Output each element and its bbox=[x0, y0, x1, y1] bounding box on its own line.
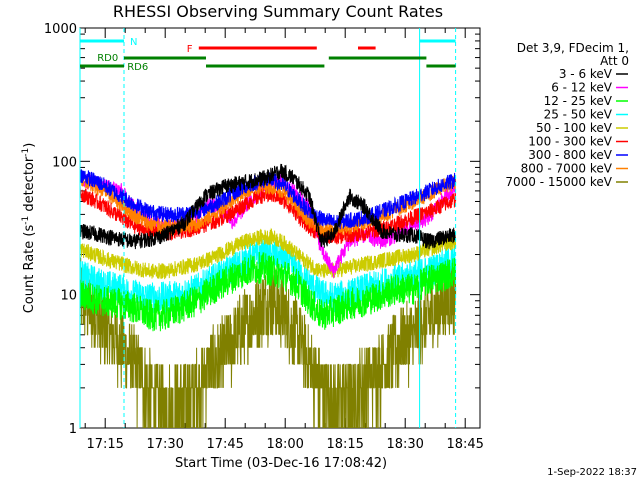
x-tick-label: 18:30 bbox=[386, 437, 423, 452]
legend-entry-label: 3 - 6 keV bbox=[559, 67, 613, 81]
x-tick-label: 18:15 bbox=[326, 437, 363, 452]
y-axis-label-mid: detector bbox=[22, 156, 37, 216]
series-line-4 bbox=[80, 227, 457, 280]
y-axis-label-end: ) bbox=[22, 143, 37, 148]
x-tick-label: 18:45 bbox=[446, 437, 483, 452]
legend-entry-label: 800 - 7000 keV bbox=[521, 162, 613, 176]
legend-entry-label: 300 - 800 keV bbox=[528, 148, 612, 162]
legend-entry-label: 100 - 300 keV bbox=[528, 135, 612, 149]
rd0-annotation-label: RD0 bbox=[97, 53, 118, 64]
y-tick-label: 10 bbox=[60, 289, 77, 304]
legend-header-line2: Att 0 bbox=[600, 54, 629, 68]
series-line-5 bbox=[80, 185, 457, 245]
timestamp: 1-Sep-2022 18:37 bbox=[547, 467, 637, 478]
series-line-0 bbox=[80, 163, 457, 250]
y-axis-label: Count Rate (s-1 detector-1) bbox=[21, 143, 37, 314]
x-tick-label: 17:30 bbox=[146, 437, 183, 452]
y-tick-label: 100 bbox=[52, 155, 77, 170]
y-tick-label: 1 bbox=[69, 422, 77, 437]
series-line-2 bbox=[80, 251, 457, 332]
series-line-8 bbox=[80, 257, 457, 428]
x-tick-label: 17:15 bbox=[86, 437, 123, 452]
plot-area: 1 10 100 1000 17:15 17:30 17:45 18:00 18:15 18:30… bbox=[44, 22, 484, 452]
x-tick-label: 18:00 bbox=[266, 437, 303, 452]
night-annotation-label: N bbox=[130, 37, 137, 48]
y-axis-label-sup2: -1 bbox=[21, 148, 31, 157]
x-tick-label: 17:45 bbox=[206, 437, 243, 452]
y-axis-label-main: Count Rate (s bbox=[22, 225, 37, 314]
legend-entry-label: 6 - 12 keV bbox=[551, 81, 613, 95]
chart-title: RHESSI Observing Summary Count Rates bbox=[113, 2, 443, 21]
rd6-annotation-label: RD6 bbox=[127, 62, 148, 73]
legend-entry-label: 12 - 25 keV bbox=[544, 94, 613, 108]
legend-entry-label: 25 - 50 keV bbox=[544, 108, 613, 122]
legend-entry-label: 50 - 100 keV bbox=[536, 121, 613, 135]
y-tick-label: 1000 bbox=[44, 22, 77, 37]
legend-entry-label: 7000 - 15000 keV bbox=[505, 175, 612, 189]
legend-header-line1: Det 3,9, FDecim 1, bbox=[517, 41, 629, 55]
x-axis-label: Start Time (03-Dec-16 17:08:42) bbox=[175, 456, 387, 471]
flare-annotation-label: F bbox=[187, 44, 193, 55]
y-axis-label-sup1: -1 bbox=[21, 216, 31, 225]
